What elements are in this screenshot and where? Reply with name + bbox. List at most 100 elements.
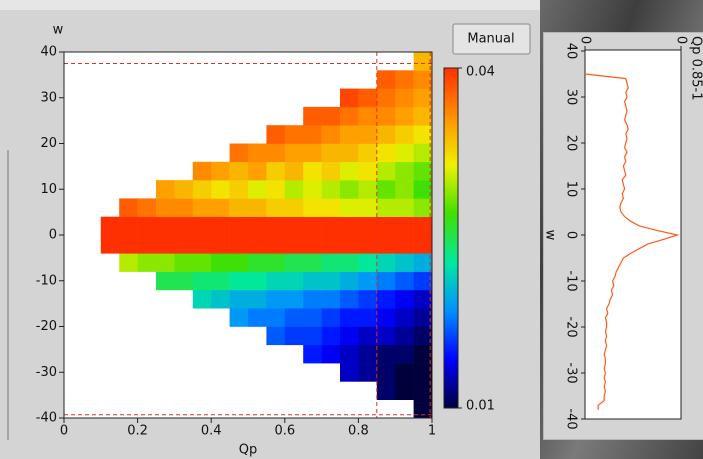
heat-cell	[340, 235, 359, 254]
button-label[interactable]: Manual	[467, 32, 514, 47]
heat-cell	[248, 253, 267, 272]
x-tick-label: 0.2	[127, 424, 148, 439]
heat-cell	[174, 216, 194, 236]
heat-cell	[413, 308, 433, 327]
heat-cell	[321, 180, 341, 199]
button-frame[interactable]	[452, 23, 531, 55]
heat-cell	[211, 271, 230, 291]
heat-cell	[395, 308, 414, 327]
manual-button[interactable]: Manual	[452, 23, 531, 55]
panel-title: Qp 0.85-1	[689, 36, 703, 101]
heat-cell	[395, 198, 414, 217]
heat-cell	[358, 216, 378, 236]
heat-cell	[413, 363, 433, 382]
heat-cell	[211, 180, 230, 199]
heat-cell	[192, 198, 212, 217]
heat-cell	[248, 143, 267, 163]
heat-cell	[395, 381, 414, 400]
heat-cell	[395, 271, 414, 291]
heat-cell	[174, 235, 194, 254]
heat-cell	[376, 180, 396, 199]
heat-cell	[358, 143, 378, 163]
heat-cell	[358, 326, 378, 346]
heat-cell	[266, 143, 286, 163]
x-tick-label: 0	[60, 424, 68, 439]
heat-cell	[284, 289, 304, 309]
heat-cell	[413, 235, 433, 254]
heat-cell	[156, 198, 175, 217]
y-tick-label: -40	[36, 411, 57, 426]
profile-line	[584, 73, 680, 410]
heat-cell	[284, 235, 304, 254]
heat-cell	[248, 180, 267, 199]
heat-cell	[340, 143, 359, 163]
heat-cell	[413, 180, 433, 199]
heat-cell	[413, 52, 433, 71]
heat-cell	[395, 326, 414, 346]
x-tick-label: 0.6	[274, 424, 295, 439]
heat-cell	[321, 106, 341, 126]
heat-cell	[376, 289, 396, 309]
heat-cell	[284, 253, 304, 272]
heat-cell	[395, 106, 414, 126]
heatmap-chart: 0 0.2 0.4 0.6 0.8 1 -40 -30 -20 -10 0 10 20 30 40 Qp w 0.…	[36, 23, 495, 458]
y-tick-label: -30	[36, 365, 57, 380]
heat-cell	[211, 216, 230, 236]
y-tick-label: -30	[564, 362, 579, 383]
heat-cell	[303, 143, 322, 163]
heat-cell	[340, 161, 359, 181]
heat-cell	[358, 308, 378, 327]
heat-cell	[340, 198, 359, 217]
heat-cell	[340, 88, 359, 108]
heat-cell	[340, 106, 359, 126]
y-tick-label: 20	[40, 136, 57, 151]
heat-cell	[303, 198, 322, 217]
heat-cell	[395, 143, 414, 163]
heat-cell	[119, 198, 138, 217]
y-tick-label: 0	[564, 231, 579, 239]
heat-cell	[413, 70, 433, 89]
heat-cell	[284, 180, 304, 199]
x-tick-label: 0.4	[201, 424, 222, 439]
heat-cell	[229, 271, 249, 291]
heat-cell	[321, 161, 341, 181]
heat-cell	[229, 253, 249, 272]
heat-cell	[156, 271, 175, 291]
heat-cell	[376, 253, 396, 272]
heat-cell	[321, 198, 341, 217]
y-tick-label: 10	[564, 181, 579, 198]
heat-cell	[376, 326, 396, 346]
heat-cell	[358, 289, 378, 309]
heat-cell	[248, 308, 267, 327]
y-tick-label: 20	[564, 135, 579, 152]
heat-cell	[376, 161, 396, 181]
heat-cell	[284, 326, 304, 346]
x-tick-label: 0	[674, 36, 689, 44]
heat-cell	[376, 344, 396, 364]
heat-cell	[376, 106, 396, 126]
heat-cell	[266, 235, 286, 254]
heat-cell	[156, 253, 175, 272]
heat-cell	[376, 216, 396, 236]
heat-cell	[395, 289, 414, 309]
heat-cell	[211, 235, 230, 254]
heat-cell	[119, 235, 138, 254]
heat-cell	[413, 161, 433, 181]
heat-cell	[413, 399, 433, 419]
y-tick-label: 40	[564, 43, 579, 60]
heat-cell	[395, 216, 414, 236]
heat-cell	[266, 216, 286, 236]
heat-cell	[358, 253, 378, 272]
heat-cell	[340, 344, 359, 364]
heat-cell	[413, 88, 433, 108]
heat-cell	[211, 161, 230, 181]
heat-cell	[284, 161, 304, 181]
heat-cell	[358, 235, 378, 254]
heat-cell	[395, 161, 414, 181]
heat-cell	[413, 326, 433, 346]
heat-cell	[321, 235, 341, 254]
heat-cell	[395, 253, 414, 272]
heat-cell	[395, 180, 414, 199]
